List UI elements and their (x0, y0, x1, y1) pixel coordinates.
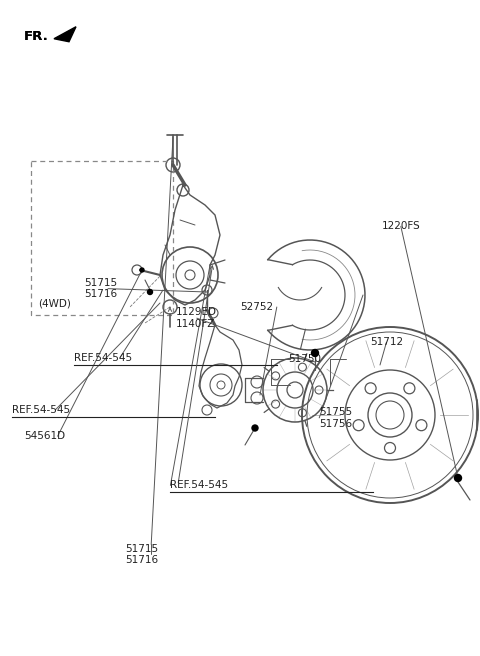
Text: REF.54-545: REF.54-545 (170, 480, 228, 491)
Text: FR.: FR. (24, 30, 49, 43)
Circle shape (140, 268, 144, 272)
Circle shape (312, 350, 319, 356)
Polygon shape (54, 27, 76, 42)
Text: REF.54-545: REF.54-545 (74, 352, 132, 363)
Text: 51755
51756: 51755 51756 (319, 407, 352, 428)
Text: (4WD): (4WD) (38, 298, 71, 308)
Text: 1220FS: 1220FS (382, 221, 420, 232)
Text: 51712: 51712 (370, 337, 403, 348)
Text: 51715
51716: 51715 51716 (125, 544, 158, 565)
Circle shape (147, 289, 153, 295)
Text: 51750: 51750 (288, 354, 321, 365)
Circle shape (252, 425, 258, 431)
Text: 54561D: 54561D (24, 431, 65, 441)
Text: FR.: FR. (24, 30, 49, 43)
Text: 1129ED
1140FZ: 1129ED 1140FZ (176, 308, 217, 329)
Text: 51715
51716: 51715 51716 (84, 278, 117, 299)
Bar (31, 161, 173, 315)
Text: 52752: 52752 (240, 302, 274, 312)
Circle shape (455, 474, 461, 482)
Text: REF.54-545: REF.54-545 (12, 405, 70, 415)
